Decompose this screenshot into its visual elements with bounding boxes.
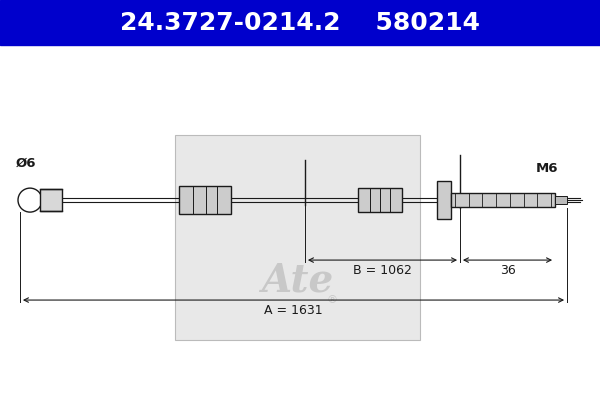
- Text: M6: M6: [536, 162, 558, 175]
- Text: A = 1631: A = 1631: [264, 304, 323, 317]
- Text: B = 1062: B = 1062: [353, 264, 412, 277]
- Text: 24.3727-0214.2    580214: 24.3727-0214.2 580214: [120, 11, 480, 35]
- Text: ®: ®: [326, 295, 337, 305]
- Bar: [555, 196, 567, 204]
- Bar: [40, 189, 62, 211]
- Bar: [175, 135, 420, 340]
- Bar: [451, 193, 555, 207]
- Text: 36: 36: [500, 264, 515, 277]
- Bar: [358, 188, 402, 212]
- Text: Ate: Ate: [261, 261, 333, 299]
- Bar: [179, 186, 231, 214]
- Bar: [437, 181, 451, 219]
- Text: Ø6: Ø6: [16, 157, 37, 170]
